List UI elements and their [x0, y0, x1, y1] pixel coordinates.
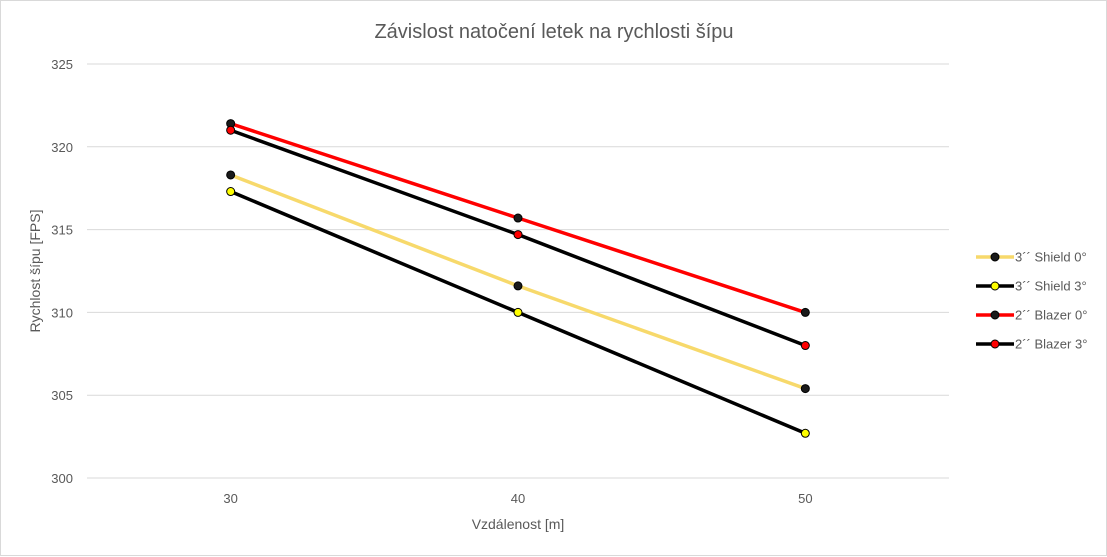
x-tick-label: 40 — [511, 491, 525, 506]
y-tick-label: 300 — [51, 471, 73, 486]
y-axis-ticks: 300 305 310 315 320 325 — [51, 57, 73, 486]
data-point — [513, 213, 523, 223]
legend-marker — [990, 339, 1000, 349]
series-lines — [228, 121, 808, 436]
data-point — [513, 281, 523, 291]
data-point — [800, 307, 810, 317]
x-axis-ticks: 30 40 50 — [223, 491, 812, 506]
chart-title: Závislost natočení letek na rychlosti ší… — [374, 21, 733, 43]
y-tick-label: 305 — [51, 388, 73, 403]
x-tick-label: 50 — [798, 491, 812, 506]
y-axis-label: Rychlost šípu [FPS] — [27, 210, 43, 333]
data-point — [513, 307, 523, 317]
gridlines — [87, 63, 949, 479]
y-tick-label: 310 — [51, 305, 73, 320]
y-tick-label: 315 — [51, 223, 73, 238]
data-point — [226, 170, 236, 180]
y-tick-label: 320 — [51, 140, 73, 155]
y-tick-label: 325 — [51, 57, 73, 72]
series-markers — [226, 119, 810, 438]
legend-label: 3´´ Shield 0° — [1015, 250, 1087, 265]
data-point — [513, 230, 523, 240]
legend-marker — [990, 281, 1000, 291]
legend-label: 3´´ Shield 3° — [1015, 279, 1087, 294]
x-tick-label: 30 — [223, 491, 237, 506]
data-point — [226, 125, 236, 135]
data-point — [800, 341, 810, 351]
legend-marker — [990, 252, 1000, 262]
data-point — [800, 384, 810, 394]
data-point — [800, 428, 810, 438]
x-axis-label: Vzdálenost [m] — [472, 516, 565, 532]
legend: 3´´ Shield 0° 3´´ Shield 3° 2´´ Blazer 0° 2… — [976, 250, 1087, 352]
legend-label: 2´´ Blazer 3° — [1015, 337, 1087, 352]
data-point — [226, 187, 236, 197]
legend-label: 2´´ Blazer 0° — [1015, 308, 1087, 323]
legend-marker — [990, 310, 1000, 320]
